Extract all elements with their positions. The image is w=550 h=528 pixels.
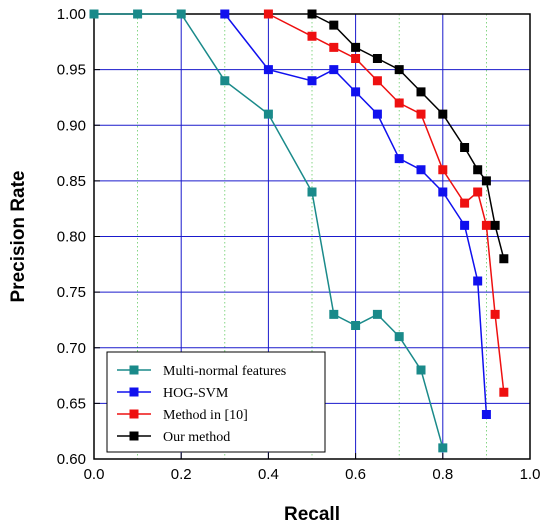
legend-marker xyxy=(129,409,139,419)
data-point xyxy=(176,9,186,19)
data-point xyxy=(394,332,404,342)
series-3 xyxy=(263,9,509,397)
data-point xyxy=(329,309,339,319)
data-point xyxy=(490,220,500,230)
y-tick-label: 0.85 xyxy=(57,173,86,190)
data-point xyxy=(416,109,426,119)
y-tick-label: 1.00 xyxy=(57,6,86,23)
legend-marker xyxy=(129,387,139,397)
data-point xyxy=(481,220,491,230)
data-point xyxy=(329,65,339,75)
data-point xyxy=(307,76,317,86)
data-point xyxy=(416,165,426,175)
legend: Multi-normal features HOG-SVM Method in [1… xyxy=(106,351,326,453)
data-point xyxy=(89,9,99,19)
data-point xyxy=(263,65,273,75)
data-point xyxy=(307,187,317,197)
data-point xyxy=(394,154,404,164)
x-tick-label: 1.0 xyxy=(520,466,541,483)
data-point xyxy=(394,98,404,108)
x-tick-label: 0.8 xyxy=(432,466,453,483)
axis-ticks: 0.0 0.2 0.4 0.6 0.8 1.0 0.60 0.65 0.70 0.75 0.80 0.… xyxy=(57,6,541,483)
data-point xyxy=(372,76,382,86)
data-point xyxy=(220,9,230,19)
series-2 xyxy=(220,9,491,419)
data-point xyxy=(416,87,426,97)
data-point xyxy=(438,443,448,453)
legend-label: Multi-normal features xyxy=(163,364,286,379)
data-point xyxy=(473,276,483,286)
data-point xyxy=(351,54,361,63)
y-axis-title: Precision Rate xyxy=(8,171,29,303)
legend-item: Our method xyxy=(117,430,230,445)
data-point xyxy=(220,76,230,86)
y-tick-label: 0.95 xyxy=(57,62,86,79)
legend-label: Method in [10] xyxy=(163,408,248,423)
data-point xyxy=(416,365,426,375)
data-point xyxy=(351,87,361,97)
data-point xyxy=(473,165,483,175)
x-tick-label: 0.0 xyxy=(84,466,105,483)
data-point xyxy=(263,9,273,19)
series-1 xyxy=(89,9,448,453)
legend-item: HOG-SVM xyxy=(117,386,229,401)
legend-marker xyxy=(129,431,139,441)
data-point xyxy=(307,31,317,41)
data-point xyxy=(481,176,491,186)
y-tick-label: 0.90 xyxy=(57,117,86,134)
data-point xyxy=(473,187,483,197)
legend-label: HOG-SVM xyxy=(163,386,229,401)
legend-item: Multi-normal features xyxy=(117,364,286,379)
y-tick-label: 0.80 xyxy=(57,229,86,246)
data-point xyxy=(133,9,143,19)
data-point xyxy=(460,220,470,230)
data-point xyxy=(438,109,448,119)
series-line xyxy=(94,13,444,449)
data-point xyxy=(329,42,339,52)
legend-marker xyxy=(129,365,139,375)
y-tick-label: 0.70 xyxy=(57,340,86,357)
series-layer xyxy=(89,9,509,453)
x-tick-label: 0.2 xyxy=(171,466,192,483)
data-point xyxy=(263,109,273,119)
data-point xyxy=(460,198,470,208)
data-point xyxy=(351,321,361,330)
y-tick-label: 0.65 xyxy=(57,395,86,412)
series-4 xyxy=(307,9,509,264)
data-point xyxy=(490,309,500,319)
data-point xyxy=(372,309,382,319)
data-point xyxy=(372,54,382,63)
y-tick-label: 0.75 xyxy=(57,284,86,301)
x-axis-title: Recall xyxy=(284,504,340,525)
legend-item: Method in [10] xyxy=(117,408,248,423)
data-point xyxy=(372,109,382,119)
data-point xyxy=(481,410,491,419)
data-point xyxy=(499,254,509,264)
data-point xyxy=(394,65,404,75)
x-tick-label: 0.6 xyxy=(345,466,366,483)
data-point xyxy=(329,20,339,30)
data-point xyxy=(307,9,317,19)
data-point xyxy=(460,143,470,152)
data-point xyxy=(499,387,509,397)
y-tick-label: 0.60 xyxy=(57,451,86,468)
data-point xyxy=(351,42,361,52)
data-point xyxy=(438,187,448,197)
series-line xyxy=(224,13,488,415)
legend-label: Our method xyxy=(163,430,230,445)
x-tick-label: 0.4 xyxy=(258,466,279,483)
data-point xyxy=(438,165,448,175)
